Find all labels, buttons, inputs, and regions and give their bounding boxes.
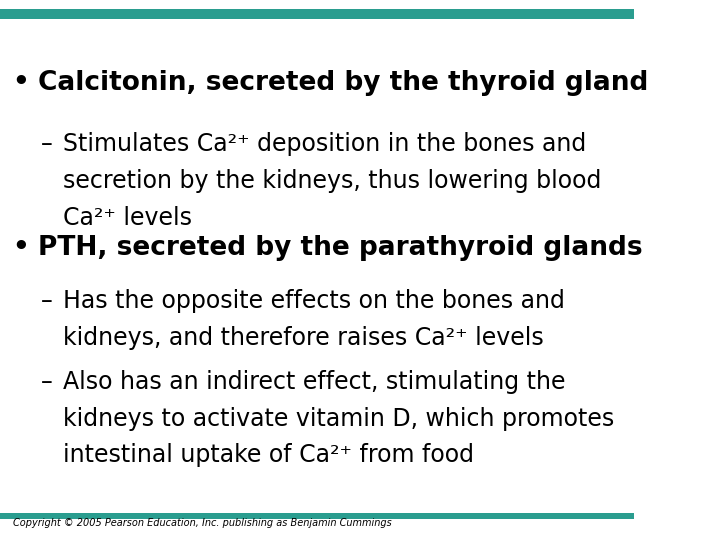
- Text: secretion by the kidneys, thus lowering blood: secretion by the kidneys, thus lowering …: [63, 169, 602, 193]
- Text: Stimulates Ca²⁺ deposition in the bones and: Stimulates Ca²⁺ deposition in the bones …: [63, 132, 587, 156]
- Text: Has the opposite effects on the bones and: Has the opposite effects on the bones an…: [63, 289, 565, 313]
- Text: Ca²⁺ levels: Ca²⁺ levels: [63, 206, 192, 230]
- Text: •: •: [13, 70, 30, 96]
- Text: PTH, secreted by the parathyroid glands: PTH, secreted by the parathyroid glands: [38, 235, 643, 261]
- FancyBboxPatch shape: [0, 9, 634, 19]
- Text: kidneys to activate vitamin D, which promotes: kidneys to activate vitamin D, which pro…: [63, 407, 615, 430]
- Text: Calcitonin, secreted by the thyroid gland: Calcitonin, secreted by the thyroid glan…: [38, 70, 649, 96]
- FancyBboxPatch shape: [0, 513, 634, 519]
- Text: •: •: [13, 235, 30, 261]
- Text: –: –: [41, 132, 53, 156]
- Text: –: –: [41, 370, 53, 394]
- Text: –: –: [41, 289, 53, 313]
- Text: kidneys, and therefore raises Ca²⁺ levels: kidneys, and therefore raises Ca²⁺ level…: [63, 326, 544, 349]
- Text: Also has an indirect effect, stimulating the: Also has an indirect effect, stimulating…: [63, 370, 566, 394]
- Text: intestinal uptake of Ca²⁺ from food: intestinal uptake of Ca²⁺ from food: [63, 443, 474, 467]
- Text: Copyright © 2005 Pearson Education, Inc. publishing as Benjamin Cummings: Copyright © 2005 Pearson Education, Inc.…: [13, 518, 392, 528]
